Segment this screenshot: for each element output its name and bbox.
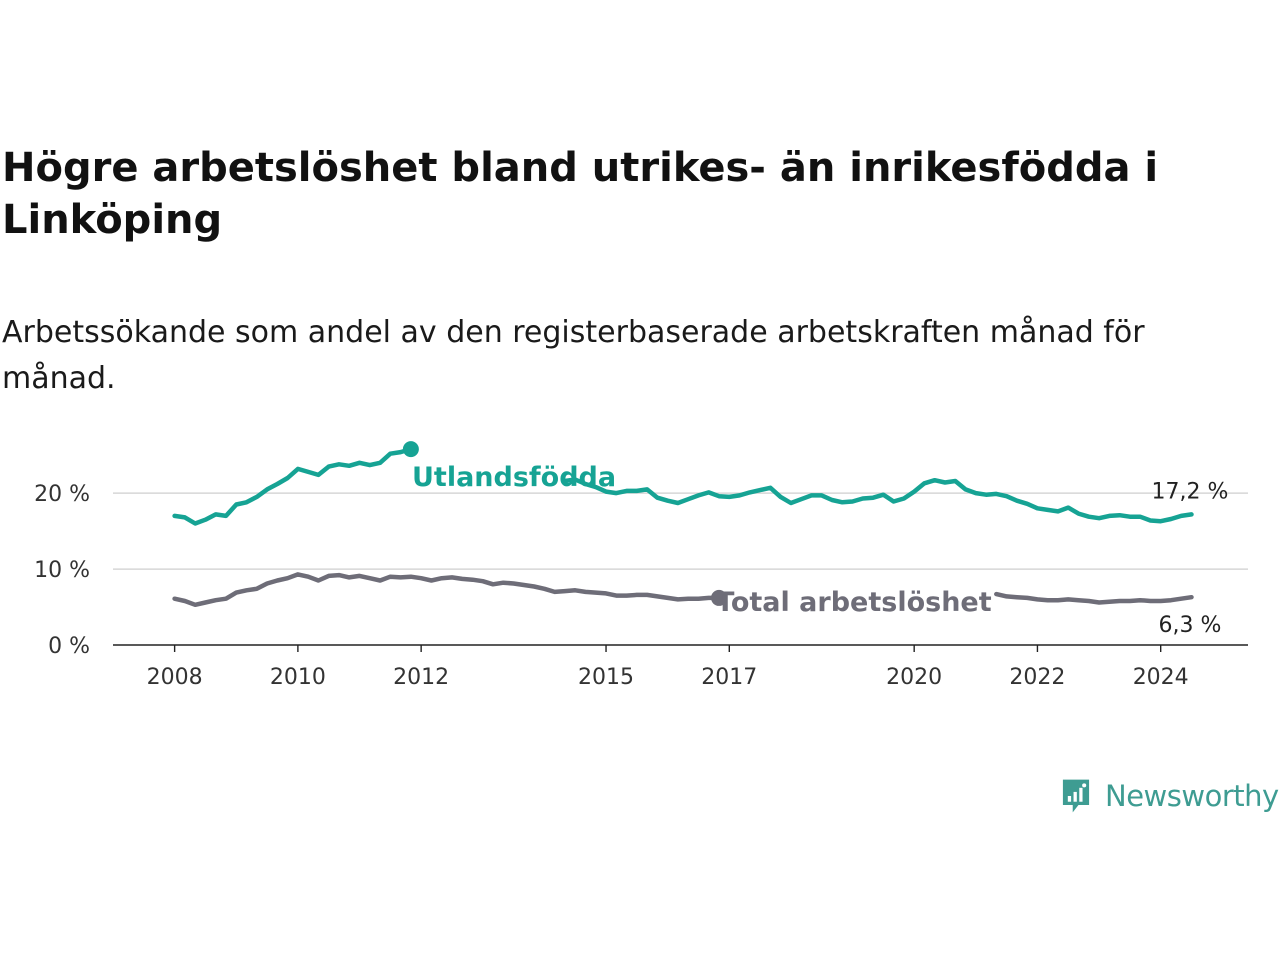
chart-title: Högre arbetslöshet bland utrikes- än inr… [2, 145, 1159, 243]
x-tick-label: 2024 [1133, 665, 1189, 690]
series-label-utlandsfodda: Utlandsfödda [412, 462, 616, 493]
logo-text: Newsworthy [1105, 779, 1279, 813]
series-labels: Utlandsfödda Total arbetslöshet 17,2 % 6,3 … [412, 462, 1228, 638]
y-tick-label: 0 % [48, 634, 90, 659]
series-line-utlandsf-dda-0 [172, 446, 414, 526]
gridlines [113, 492, 1248, 570]
x-tick-label: 2022 [1009, 665, 1065, 690]
y-axis-ticks: 0 % 10 % 20 % [34, 482, 90, 659]
chart-subtitle: Arbetssökande som andel av den registerb… [2, 315, 1145, 396]
series-label-total-arbetsloshet: Total arbetslöshet [716, 587, 992, 618]
newsworthy-logo: Newsworthy [1058, 772, 1279, 820]
x-tick-label: 2010 [270, 665, 326, 690]
series-end-dot-utlandsf-dda [402, 441, 419, 458]
x-tick-label: 2017 [701, 665, 757, 690]
bar-chart-speech-bubble-icon [1062, 779, 1090, 813]
series-line-utlandsf-dda-1 [562, 477, 1194, 524]
end-value-total: 6,3 % [1159, 613, 1222, 638]
x-tick-label: 2012 [393, 665, 449, 690]
x-tick-label: 2020 [886, 665, 942, 690]
x-tick-label: 2008 [147, 665, 203, 690]
x-tick-label: 2015 [578, 665, 634, 690]
series-line-total-arbetsl-shet-2 [172, 572, 722, 608]
y-tick-label: 20 % [34, 482, 90, 507]
series-end-dot-total-arbetsl-shet [711, 589, 728, 606]
line-chart: 0 % 10 % 20 % 2008 2010 2012 2015 2017 2020 2022… [34, 441, 1248, 690]
x-axis: 2008 2010 2012 2015 2017 2020 2022 2024 [113, 644, 1248, 690]
y-tick-label: 10 % [34, 558, 90, 583]
end-value-utlandsfodda: 17,2 % [1152, 479, 1229, 504]
series-lines [172, 441, 1194, 608]
series-line-total-arbetsl-shet-3 [994, 591, 1194, 605]
